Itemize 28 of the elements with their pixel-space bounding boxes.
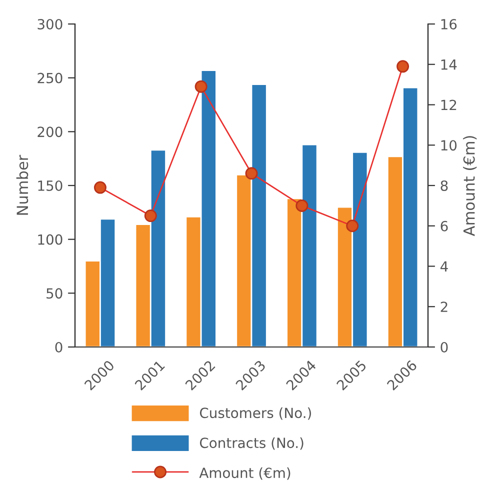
y-tick-label: 0 <box>55 342 62 352</box>
y2-tick-label: 4 <box>440 261 448 272</box>
point <box>346 220 359 232</box>
y2-tick-label: 14 <box>441 60 457 70</box>
point <box>194 80 208 93</box>
y2-axis-title: Amount (€m) <box>463 136 477 236</box>
y2-tick-label: 2 <box>440 302 448 312</box>
y-tick-label: 200 <box>38 126 62 138</box>
point <box>94 181 106 194</box>
y2-tick-label: 16 <box>441 18 457 30</box>
y-tick-label: 250 <box>38 72 62 84</box>
point <box>245 167 258 180</box>
legend-label: Contracts (No.) <box>200 437 304 450</box>
y2-tick-label: 12 <box>441 100 456 110</box>
y2-tick-label: 6 <box>440 220 448 232</box>
y-tick-label: 150 <box>38 180 62 191</box>
point <box>144 210 157 222</box>
point <box>296 199 308 212</box>
y2-tick-label: 0 <box>440 342 448 352</box>
legend-label: Customers (No.) <box>200 407 311 420</box>
y2-tick-label: 10 <box>441 140 457 151</box>
y-tick-label: 100 <box>38 234 62 245</box>
y2-tick-label: 8 <box>440 180 448 191</box>
y-tick-label: 50 <box>46 288 62 299</box>
y-axis-title: Number <box>16 154 28 215</box>
point <box>396 60 410 73</box>
legend-label: Amount (€m) <box>199 467 290 480</box>
y-tick-label: 300 <box>38 18 62 30</box>
